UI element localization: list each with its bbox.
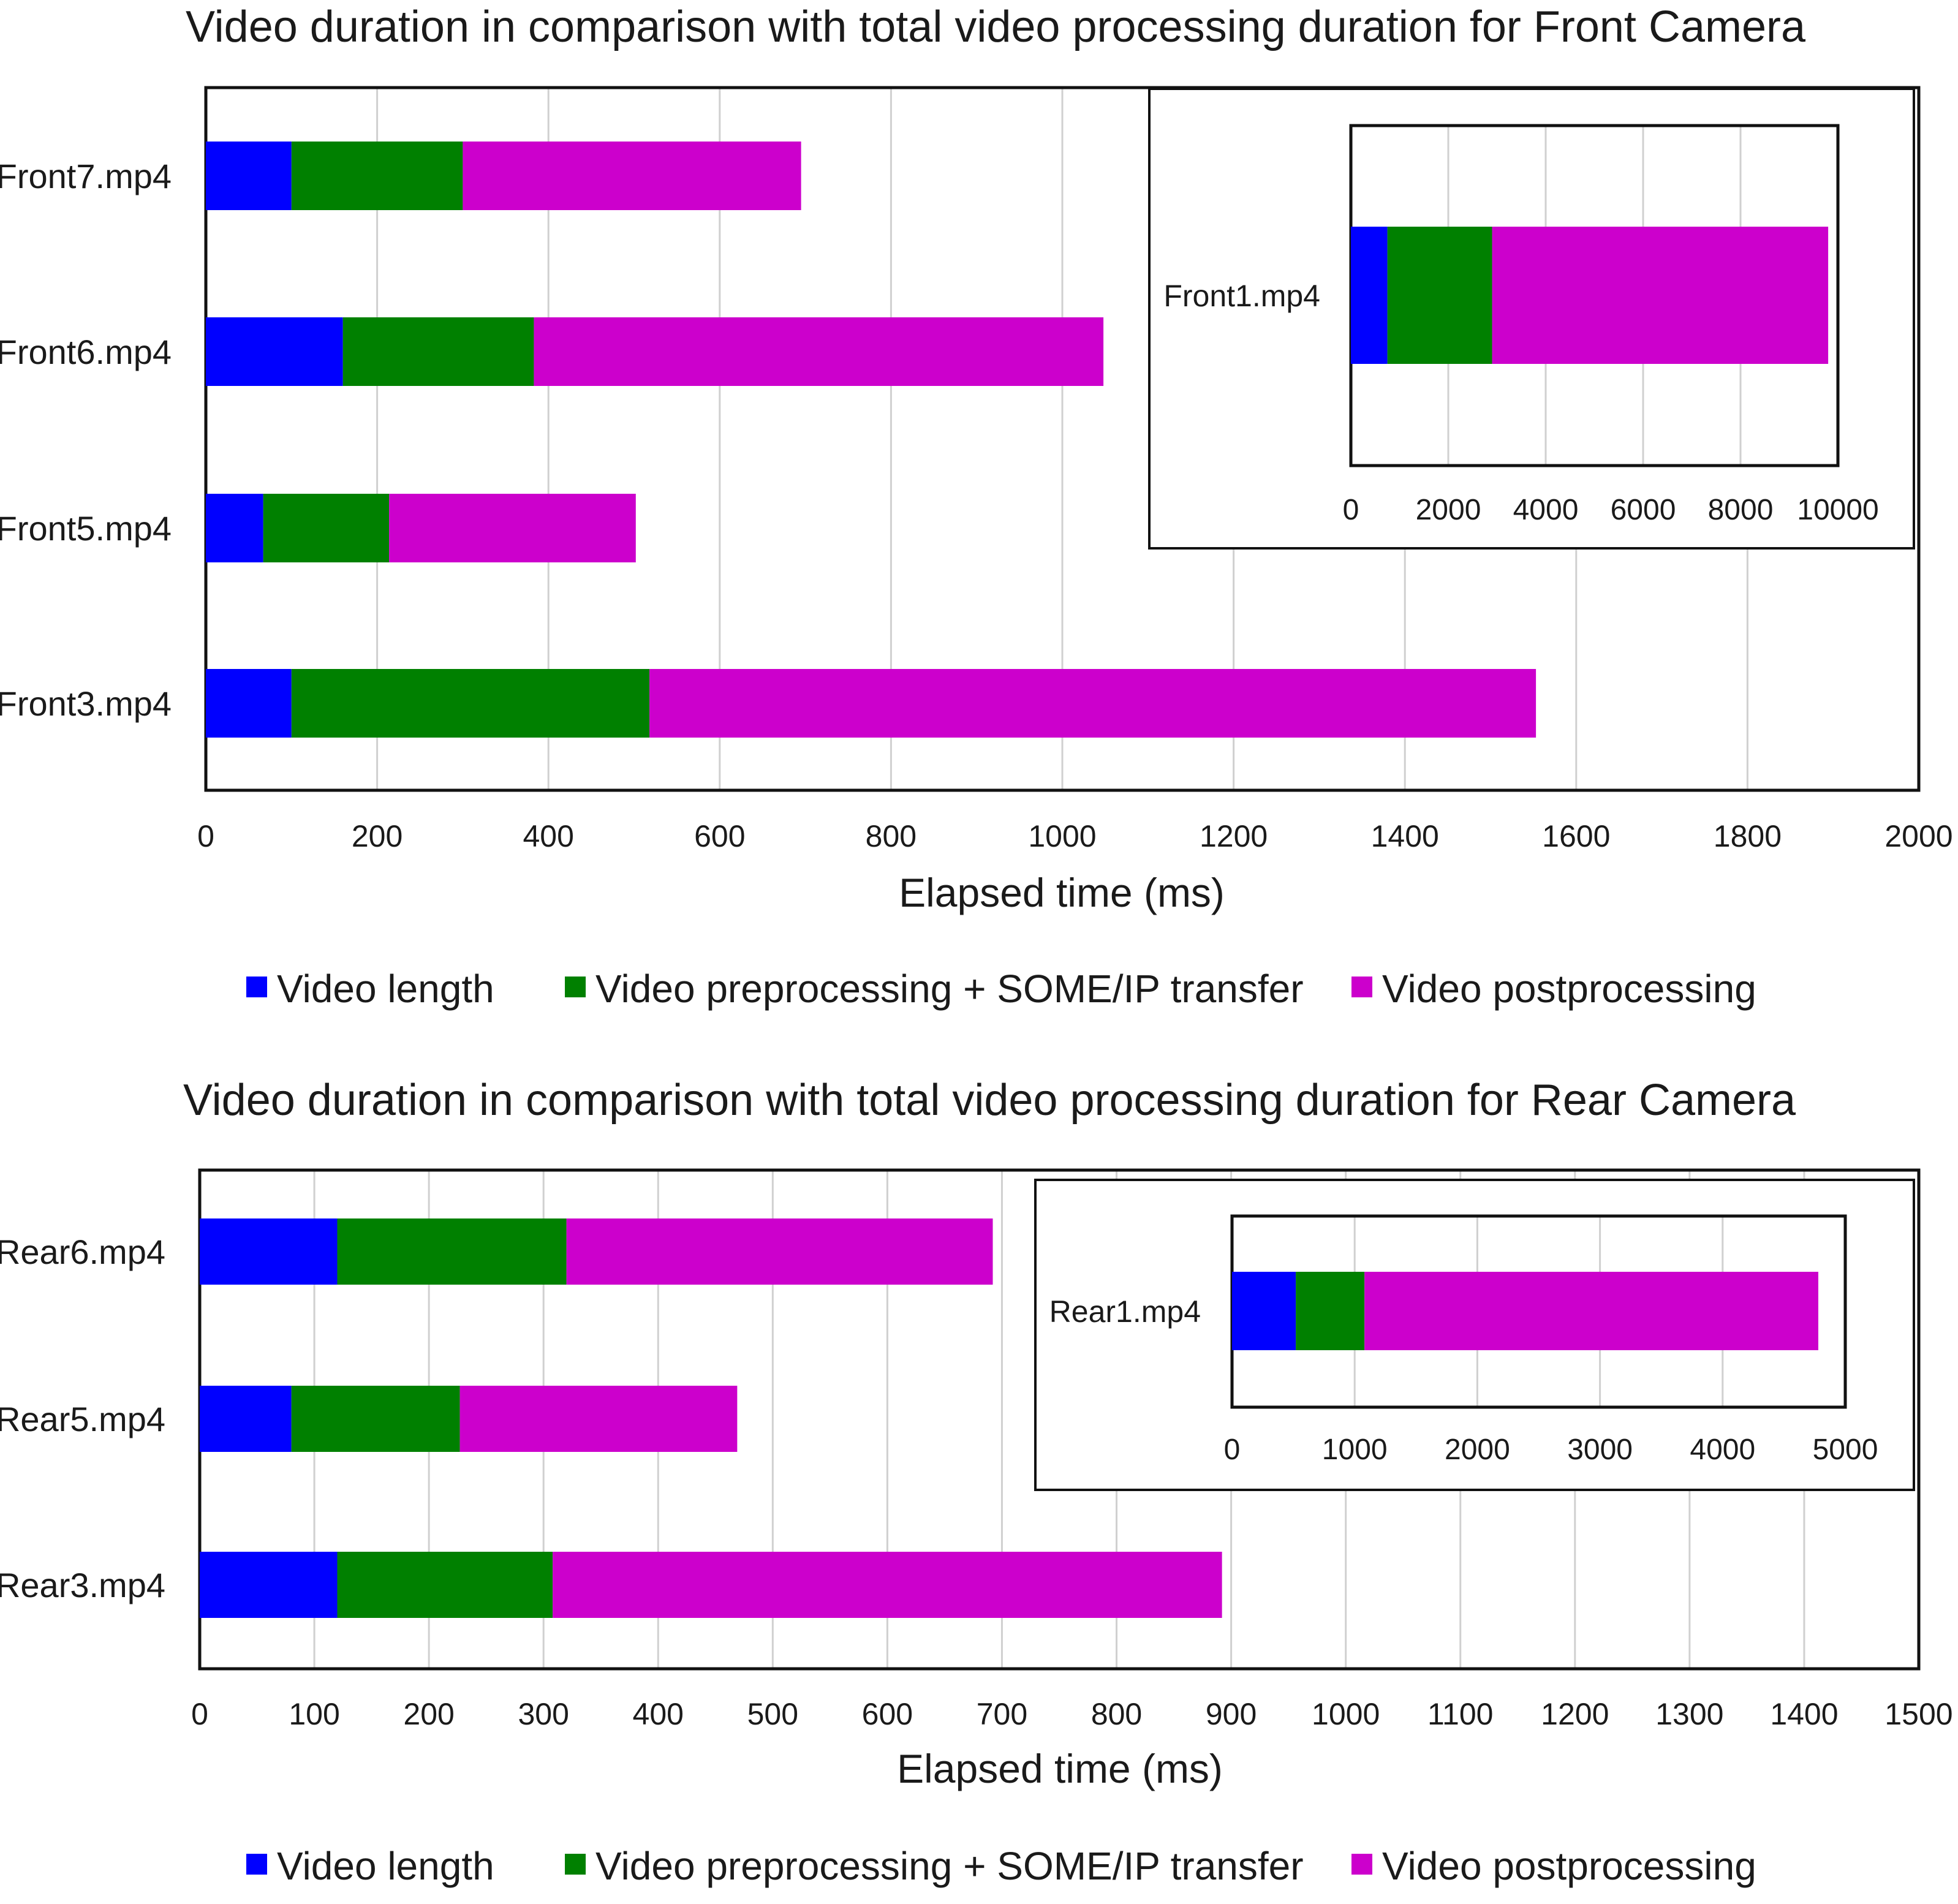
x-tick-label: 300 bbox=[518, 1697, 569, 1731]
x-axis-title: Elapsed time (ms) bbox=[897, 1746, 1223, 1791]
x-tick-label: 400 bbox=[633, 1697, 684, 1731]
front-camera-chart: Video duration in comparison with total … bbox=[0, 2, 1953, 1011]
x-tick-label: 800 bbox=[1091, 1697, 1142, 1731]
bar-2-1 bbox=[337, 1218, 567, 1285]
x-tick-label: 700 bbox=[977, 1697, 1027, 1731]
inset-x-tick-label: 0 bbox=[1343, 494, 1359, 526]
x-tick-label: 1500 bbox=[1884, 1697, 1952, 1731]
x-tick-label: 0 bbox=[197, 819, 214, 853]
bar-3-1 bbox=[566, 1218, 993, 1285]
x-tick-label: 1400 bbox=[1770, 1697, 1838, 1731]
category-label: Front7.mp4 bbox=[0, 157, 172, 195]
legend-swatch-2 bbox=[565, 1854, 586, 1875]
bar-2-2 bbox=[291, 1386, 460, 1452]
legend-label: Video preprocessing + SOME/IP transfer bbox=[595, 1844, 1304, 1888]
x-tick-label: 600 bbox=[694, 819, 745, 853]
bar-2-4 bbox=[291, 669, 650, 738]
category-label: Front3.mp4 bbox=[0, 684, 172, 723]
x-tick-label: 500 bbox=[747, 1697, 798, 1731]
bar-1-4 bbox=[206, 669, 292, 738]
bar-3-3 bbox=[553, 1552, 1222, 1618]
x-tick-label: 1300 bbox=[1655, 1697, 1723, 1731]
inset-bar-3-1 bbox=[1492, 227, 1829, 364]
inset-bar-2-1 bbox=[1296, 1272, 1365, 1350]
legend-swatch-2 bbox=[565, 977, 586, 997]
x-tick-label: 400 bbox=[523, 819, 573, 853]
bar-1-2 bbox=[200, 1386, 292, 1452]
bar-3-4 bbox=[649, 669, 1537, 738]
legend-swatch-1 bbox=[246, 1854, 267, 1875]
x-tick-label: 2000 bbox=[1884, 819, 1952, 853]
legend-swatch-3 bbox=[1351, 1854, 1372, 1875]
x-tick-label: 900 bbox=[1206, 1697, 1257, 1731]
x-tick-label: 1000 bbox=[1312, 1697, 1380, 1731]
x-tick-label: 200 bbox=[352, 819, 403, 853]
inset-x-tick-label: 4000 bbox=[1690, 1434, 1755, 1466]
bar-2-3 bbox=[263, 494, 390, 562]
legend-label: Video postprocessing bbox=[1382, 967, 1756, 1011]
x-tick-label: 1200 bbox=[1200, 819, 1268, 853]
x-tick-label: 800 bbox=[866, 819, 917, 853]
inset-category-label: Front1.mp4 bbox=[1163, 279, 1320, 313]
x-tick-label: 0 bbox=[191, 1697, 208, 1731]
inset-bar-2-1 bbox=[1387, 227, 1492, 364]
x-tick-label: 1100 bbox=[1427, 1697, 1494, 1731]
bar-2-3 bbox=[337, 1552, 553, 1618]
inset-x-tick-label: 8000 bbox=[1708, 494, 1774, 526]
x-tick-label: 1200 bbox=[1541, 1697, 1609, 1731]
plot-area-border bbox=[204, 86, 1921, 792]
inset-x-tick-label: 6000 bbox=[1611, 494, 1676, 526]
bar-1-3 bbox=[200, 1552, 338, 1618]
bar-2-2 bbox=[342, 317, 534, 386]
inset-x-tick-label: 5000 bbox=[1813, 1434, 1878, 1466]
legend-label: Video postprocessing bbox=[1382, 1844, 1756, 1888]
inset-bar-1-1 bbox=[1232, 1272, 1296, 1350]
x-tick-label: 600 bbox=[862, 1697, 913, 1731]
category-label: Rear5.mp4 bbox=[0, 1400, 165, 1438]
inset-x-tick-label: 3000 bbox=[1567, 1434, 1633, 1466]
bar-3-3 bbox=[389, 494, 636, 562]
bar-3-2 bbox=[459, 1386, 738, 1452]
inset-x-tick-label: 2000 bbox=[1416, 494, 1481, 526]
inset-category-label: Rear1.mp4 bbox=[1049, 1294, 1201, 1329]
inset-x-tick-label: 1000 bbox=[1322, 1434, 1388, 1466]
inset-x-tick-label: 4000 bbox=[1513, 494, 1579, 526]
legend-label: Video preprocessing + SOME/IP transfer bbox=[595, 967, 1304, 1011]
bar-1-1 bbox=[206, 142, 292, 210]
bar-1-3 bbox=[206, 494, 263, 562]
chart-title: Video duration in comparison with total … bbox=[186, 2, 1806, 51]
bar-3-2 bbox=[534, 317, 1104, 386]
legend-label: Video length bbox=[277, 967, 494, 1011]
rear-camera-chart: Video duration in comparison with total … bbox=[0, 1076, 1953, 1888]
bar-3-1 bbox=[463, 142, 801, 210]
legend-swatch-3 bbox=[1351, 977, 1372, 997]
legend-label: Video length bbox=[277, 1844, 494, 1888]
x-tick-label: 1600 bbox=[1542, 819, 1610, 853]
chart-title: Video duration in comparison with total … bbox=[183, 1076, 1796, 1125]
category-label: Rear3.mp4 bbox=[0, 1566, 165, 1604]
x-tick-label: 200 bbox=[403, 1697, 454, 1731]
bar-1-2 bbox=[206, 317, 343, 386]
legend-swatch-1 bbox=[246, 977, 267, 997]
x-tick-label: 1400 bbox=[1371, 819, 1439, 853]
category-label: Front5.mp4 bbox=[0, 509, 172, 548]
inset-x-tick-label: 10000 bbox=[1797, 494, 1878, 526]
inset-bar-3-1 bbox=[1364, 1272, 1818, 1350]
x-tick-label: 1000 bbox=[1028, 819, 1096, 853]
category-label: Rear6.mp4 bbox=[0, 1233, 165, 1271]
x-axis-title: Elapsed time (ms) bbox=[899, 870, 1225, 915]
bar-1-1 bbox=[200, 1218, 338, 1285]
inset-x-tick-label: 0 bbox=[1224, 1434, 1241, 1466]
inset-bar-1-1 bbox=[1351, 227, 1388, 364]
x-tick-label: 1800 bbox=[1714, 819, 1782, 853]
category-label: Front6.mp4 bbox=[0, 333, 172, 371]
x-tick-label: 100 bbox=[289, 1697, 339, 1731]
bar-2-1 bbox=[291, 142, 463, 210]
inset-x-tick-label: 2000 bbox=[1445, 1434, 1510, 1466]
